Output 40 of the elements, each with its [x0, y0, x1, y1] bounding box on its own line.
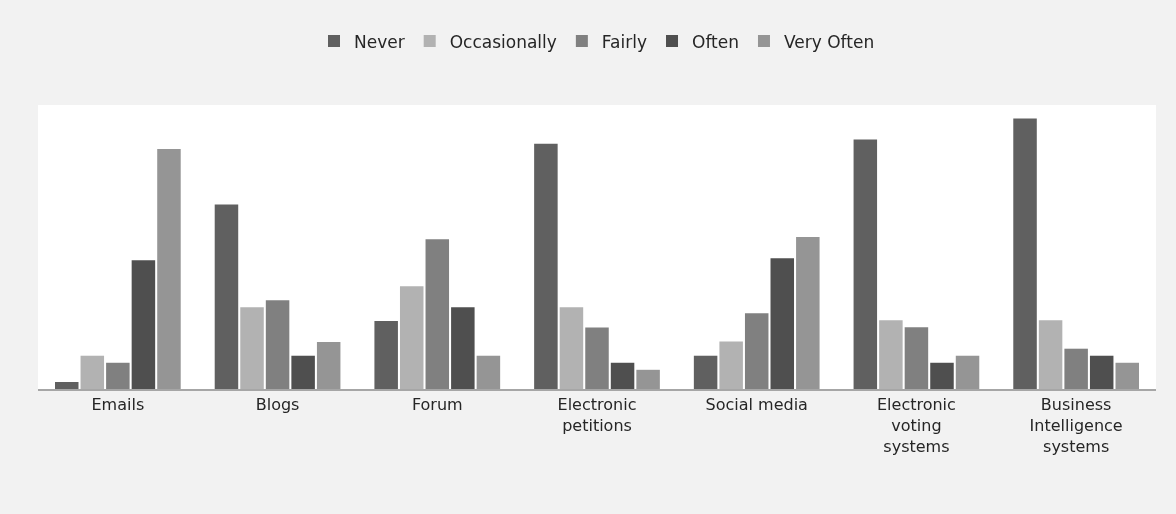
x-tick-label: Business Intelligence systems: [1029, 394, 1123, 456]
bar: [476, 355, 501, 389]
legend-label: Very Often: [783, 31, 875, 52]
bar: [425, 239, 450, 389]
bar: [796, 236, 820, 389]
bar: [1064, 348, 1088, 389]
bar: [534, 143, 558, 389]
bar: [693, 355, 718, 389]
bar: [1115, 362, 1140, 389]
x-tick-label: Electronic petitions: [557, 394, 637, 435]
legend-label: Often: [692, 31, 739, 52]
x-tick-label: Emails: [91, 394, 145, 414]
legend-label: Occasionally: [449, 31, 557, 52]
x-tick-label: Forum: [411, 394, 463, 414]
legend-label: Never: [354, 31, 405, 52]
bar: [1089, 355, 1114, 389]
legend-label: Fairly: [601, 31, 648, 52]
bar: [1013, 118, 1037, 389]
bar: [744, 313, 769, 389]
bar: [374, 321, 398, 389]
bar: [636, 369, 660, 389]
bar: [131, 260, 156, 389]
x-tick-label: Blogs: [255, 394, 300, 414]
bar: [955, 355, 980, 389]
bar: [54, 381, 79, 389]
x-tick-label: Electronic voting systems: [876, 394, 956, 456]
bar: [214, 204, 239, 389]
bar: [291, 355, 315, 389]
bar: [610, 362, 635, 389]
bar: [770, 258, 795, 389]
bar: [930, 362, 954, 389]
bar: [265, 300, 290, 389]
bar: [451, 307, 475, 389]
bar: [157, 149, 181, 389]
bar: [904, 327, 929, 389]
bar: [106, 362, 130, 389]
bar: [585, 327, 609, 389]
bar: [853, 139, 878, 389]
x-tick-label: Social media: [705, 394, 808, 414]
bar: [316, 341, 341, 389]
